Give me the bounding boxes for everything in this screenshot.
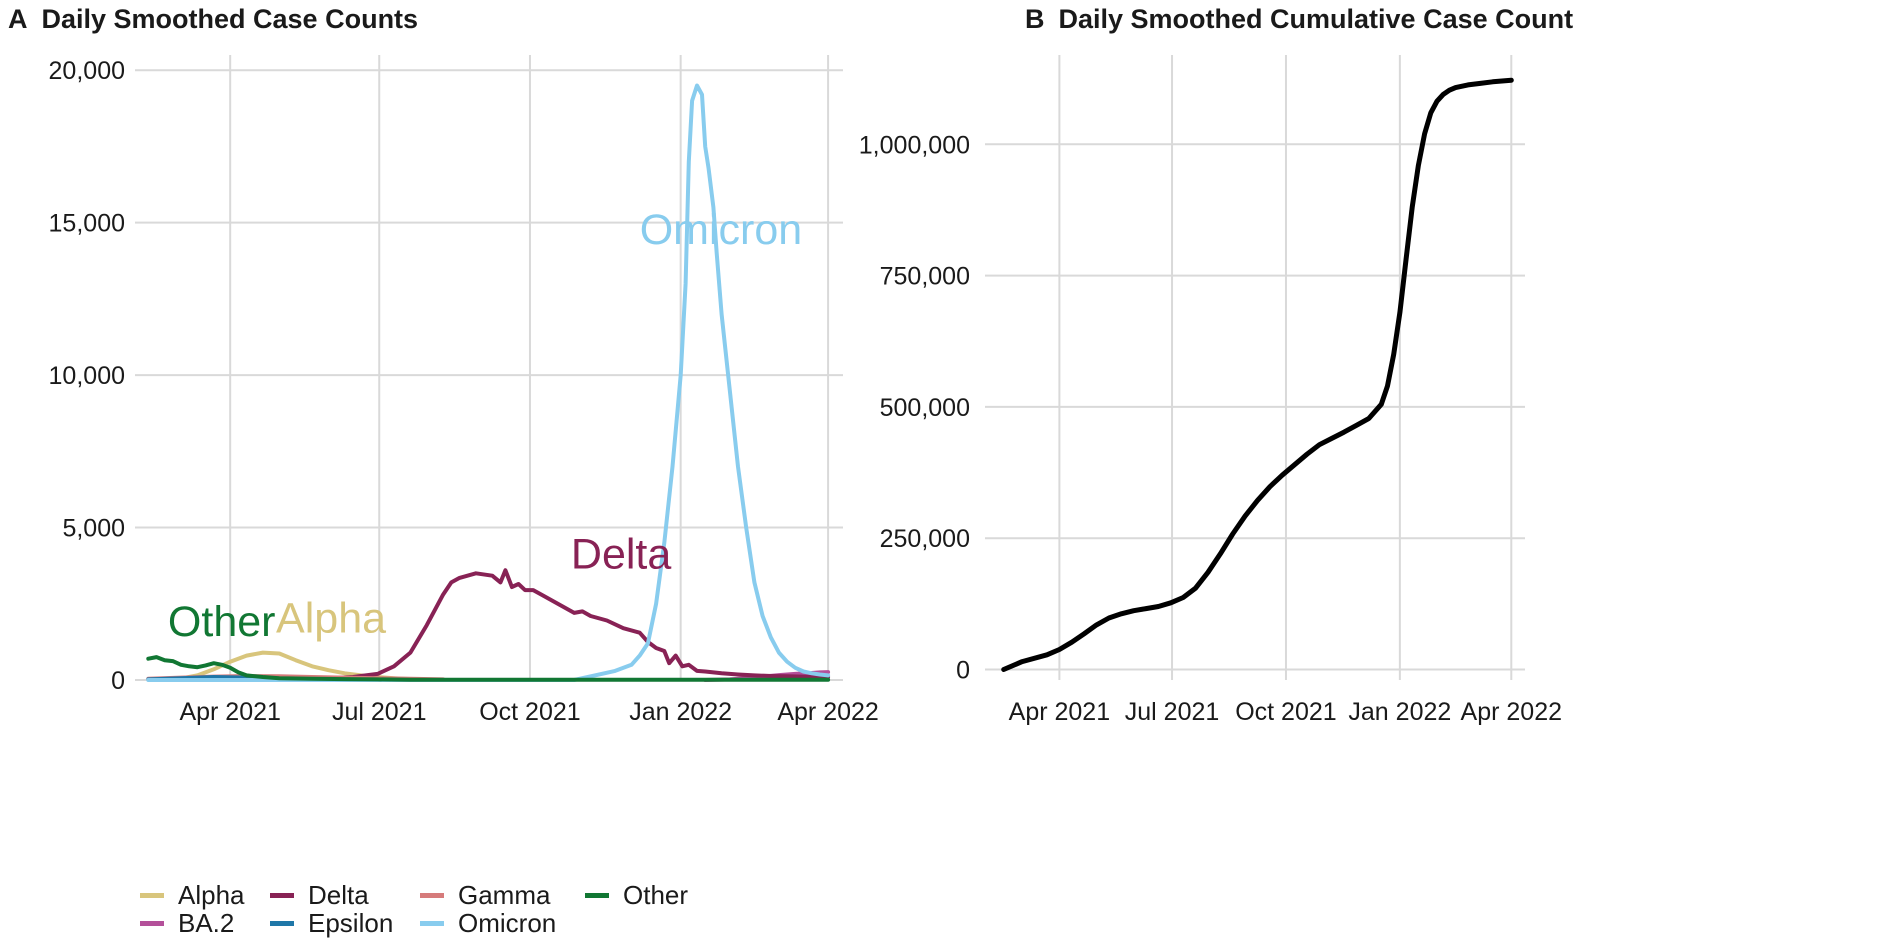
panel-b-chart: Apr 2021 Jul 2021 Oct 2021 Jan 2022 Apr 2022… [859, 55, 1562, 726]
legend-swatch-epsilon [270, 921, 294, 926]
panel-b-x-tick-label: Apr 2022 [1461, 698, 1562, 726]
panel-b-y-tick-label: 250,000 [880, 525, 970, 553]
legend-item-gamma: Gamma [420, 880, 550, 911]
legend-item-other: Other [585, 880, 688, 911]
legend-label-ba2: BA.2 [178, 908, 235, 938]
panel-b-series-cumulative [1001, 77, 1514, 672]
panel-a-x-tick-label: Jul 2021 [332, 698, 427, 726]
panel-b-y-tick-label: 1,000,000 [859, 131, 970, 159]
panel-a-y-tick-label: 15,000 [49, 210, 125, 238]
panel-b-y-tick-label: 0 [956, 656, 970, 684]
panel-a-chart: Apr 2021 Jul 2021 Oct 2021 Jan 2022 Apr 2022… [49, 55, 879, 726]
panel-a-y-tick-label: 0 [111, 667, 125, 695]
panel-a-x-tick-label: Apr 2022 [777, 698, 878, 726]
panel-a-x-tick-label: Oct 2021 [479, 698, 580, 726]
panel-a-label-omicron: Omicron [640, 206, 802, 254]
legend-swatch-gamma [420, 893, 444, 898]
legend-label-omicron: Omicron [458, 908, 557, 938]
panel-a-label-other: Other [168, 598, 276, 646]
legend-swatch-omicron [420, 921, 444, 926]
panel-a-letter: A [8, 4, 28, 34]
legend-item-ba2: BA.2 [140, 908, 234, 939]
legend-label-other: Other [623, 880, 689, 910]
panel-b-letter: B [1025, 4, 1045, 34]
panel-b-x-tick-label: Oct 2021 [1235, 698, 1336, 726]
legend-label-alpha: Alpha [178, 880, 245, 910]
legend-swatch-other [585, 893, 609, 898]
panel-a-series-delta [326, 568, 831, 681]
legend-item-alpha: Alpha [140, 880, 245, 911]
legend-label-epsilon: Epsilon [308, 908, 394, 938]
legend: Alpha BA.2 Delta Epsilon Gamma Omicron O… [140, 880, 780, 940]
legend-swatch-delta [270, 893, 294, 898]
panel-a-title-text: Daily Smoothed Case Counts [41, 4, 419, 34]
legend-item-delta: Delta [270, 880, 369, 911]
panel-b-title-text: Daily Smoothed Cumulative Case Count [1058, 4, 1574, 34]
legend-item-omicron: Omicron [420, 908, 556, 939]
panel-a-y-tick-label: 10,000 [49, 362, 125, 390]
panel-b-title: B Daily Smoothed Cumulative Case Count [1025, 4, 1573, 35]
panel-a-y-tick-label: 5,000 [62, 515, 125, 543]
legend-swatch-alpha [140, 893, 164, 898]
panel-a-label-delta: Delta [571, 531, 671, 579]
legend-swatch-ba2 [140, 921, 164, 926]
legend-item-epsilon: Epsilon [270, 908, 393, 939]
panel-b-x-tick-label: Jul 2021 [1125, 698, 1220, 726]
panel-a-title: A Daily Smoothed Case Counts [8, 4, 418, 35]
legend-label-gamma: Gamma [458, 880, 551, 910]
panel-a-x-tick-label: Apr 2021 [179, 698, 280, 726]
panel-a-label-alpha: Alpha [276, 595, 386, 643]
panel-a-x-tick-label: Jan 2022 [629, 698, 732, 726]
legend-label-delta: Delta [308, 880, 369, 910]
panel-a-series-other [146, 655, 831, 682]
panel-b-y-tick-label: 500,000 [880, 394, 970, 422]
panel-a-series-omicron [146, 83, 831, 682]
panel-b-x-tick-label: Apr 2021 [1009, 698, 1110, 726]
panel-a-y-tick-label: 20,000 [49, 57, 125, 85]
panel-b-x-tick-label: Jan 2022 [1348, 698, 1451, 726]
panel-b-y-tick-label: 750,000 [880, 263, 970, 291]
